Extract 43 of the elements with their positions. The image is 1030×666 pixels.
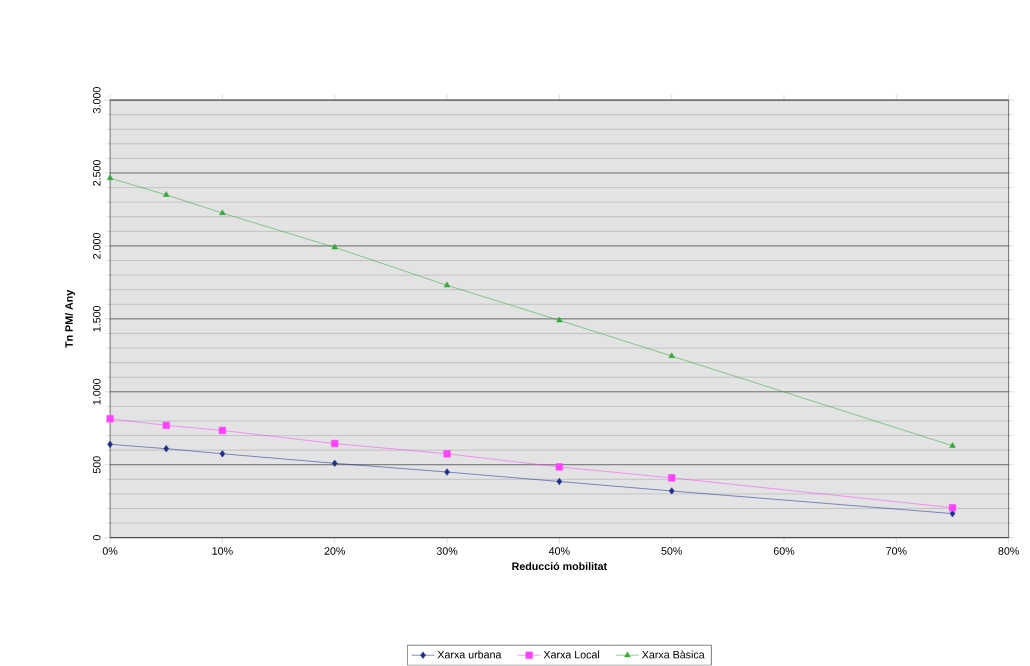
y-tick-label: 2.500 bbox=[93, 160, 101, 187]
y-axis-title: Tn PM/ Any bbox=[64, 290, 75, 349]
x-tick-label: 30% bbox=[436, 547, 458, 555]
y-tick-label: 3.000 bbox=[93, 87, 101, 114]
x-tick-label: 40% bbox=[548, 547, 570, 555]
x-axis-title: Reducció mobilitat bbox=[512, 562, 607, 571]
point bbox=[556, 478, 563, 486]
point bbox=[444, 468, 450, 476]
x-tick-label: 0% bbox=[102, 547, 118, 555]
legend-label: Xarxa Bàsica bbox=[642, 650, 705, 659]
y-tick-label: 500 bbox=[93, 456, 101, 474]
x-tick-label: 70% bbox=[886, 547, 907, 555]
point bbox=[331, 440, 339, 448]
x-tick-label: 60% bbox=[773, 547, 795, 555]
y-tick-label: 2.000 bbox=[93, 233, 101, 259]
point bbox=[668, 487, 675, 495]
y-tick-label: 0 bbox=[93, 535, 101, 541]
point bbox=[668, 474, 676, 482]
legend-label: Xarxa Local bbox=[543, 650, 600, 659]
x-tick-label: 10% bbox=[212, 547, 233, 555]
point bbox=[163, 191, 170, 198]
point bbox=[331, 244, 338, 250]
point bbox=[106, 174, 114, 181]
point bbox=[218, 427, 226, 435]
x-tick-label: 20% bbox=[324, 547, 346, 555]
y-tick-label: 1.000 bbox=[93, 379, 101, 405]
point bbox=[331, 459, 338, 468]
x-tick-label: 80% bbox=[998, 547, 1019, 555]
point bbox=[949, 442, 956, 448]
point bbox=[948, 504, 957, 512]
point bbox=[219, 450, 226, 458]
point bbox=[163, 445, 170, 453]
point bbox=[555, 463, 563, 471]
legend-label: Xarxa urbana bbox=[437, 650, 502, 659]
point bbox=[162, 421, 170, 430]
y-tick-label: 1.500 bbox=[93, 306, 101, 332]
point bbox=[556, 316, 563, 323]
point bbox=[668, 352, 675, 359]
x-tick-label: 50% bbox=[661, 547, 682, 555]
point bbox=[219, 209, 226, 216]
point bbox=[443, 450, 451, 458]
point bbox=[106, 415, 114, 423]
point bbox=[443, 281, 451, 288]
